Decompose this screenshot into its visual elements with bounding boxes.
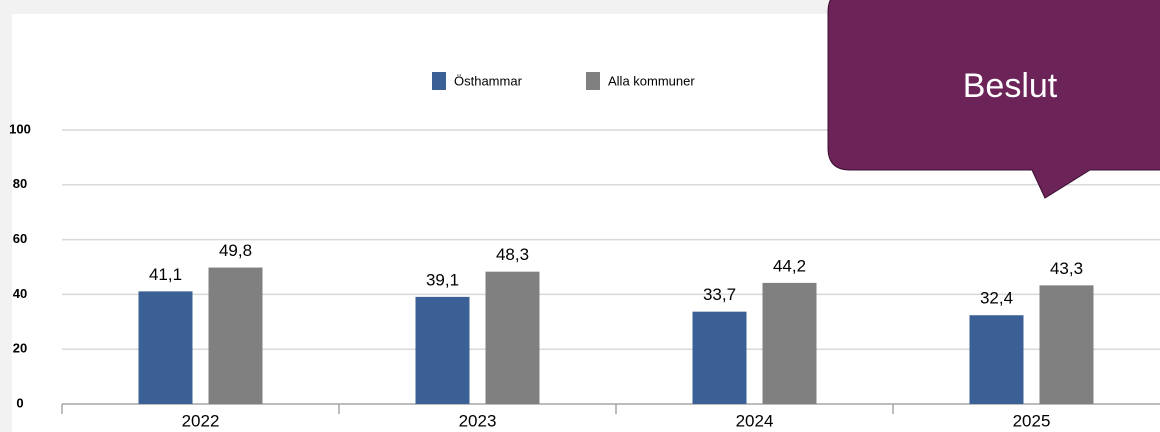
bar <box>969 315 1024 404</box>
x-tick-label: 2024 <box>736 411 774 430</box>
value-label: 48,3 <box>496 245 529 264</box>
legend-swatch <box>586 72 600 90</box>
value-label: 43,3 <box>1050 259 1083 278</box>
bar <box>138 291 193 404</box>
x-tick-label: 2023 <box>459 411 497 430</box>
legend-label: Alla kommuner <box>608 73 695 88</box>
value-label: 44,2 <box>773 256 806 275</box>
value-label: 49,8 <box>219 241 252 260</box>
bar <box>415 296 470 404</box>
y-tick-label: 60 <box>13 231 27 246</box>
x-tick-label: 2022 <box>182 411 220 430</box>
bar <box>485 271 540 404</box>
bar <box>1039 285 1094 404</box>
bar <box>208 267 263 404</box>
value-label: 41,1 <box>149 265 182 284</box>
x-tick-label: 2025 <box>1013 411 1051 430</box>
y-tick-label: 20 <box>13 341 27 356</box>
y-tick-label: 80 <box>13 176 27 191</box>
value-label: 39,1 <box>426 270 459 289</box>
callout-text: Beslut <box>963 67 1058 105</box>
legend-swatch <box>432 72 446 90</box>
value-label: 33,7 <box>703 285 736 304</box>
bar <box>762 282 817 404</box>
value-label: 32,4 <box>980 289 1013 308</box>
y-tick-label: 0 <box>16 395 23 410</box>
callout-shape <box>827 0 1160 199</box>
legend-label: Östhammar <box>454 73 523 88</box>
bar <box>692 311 747 404</box>
y-tick-label: 40 <box>13 286 27 301</box>
y-tick-label: 100 <box>9 121 31 136</box>
